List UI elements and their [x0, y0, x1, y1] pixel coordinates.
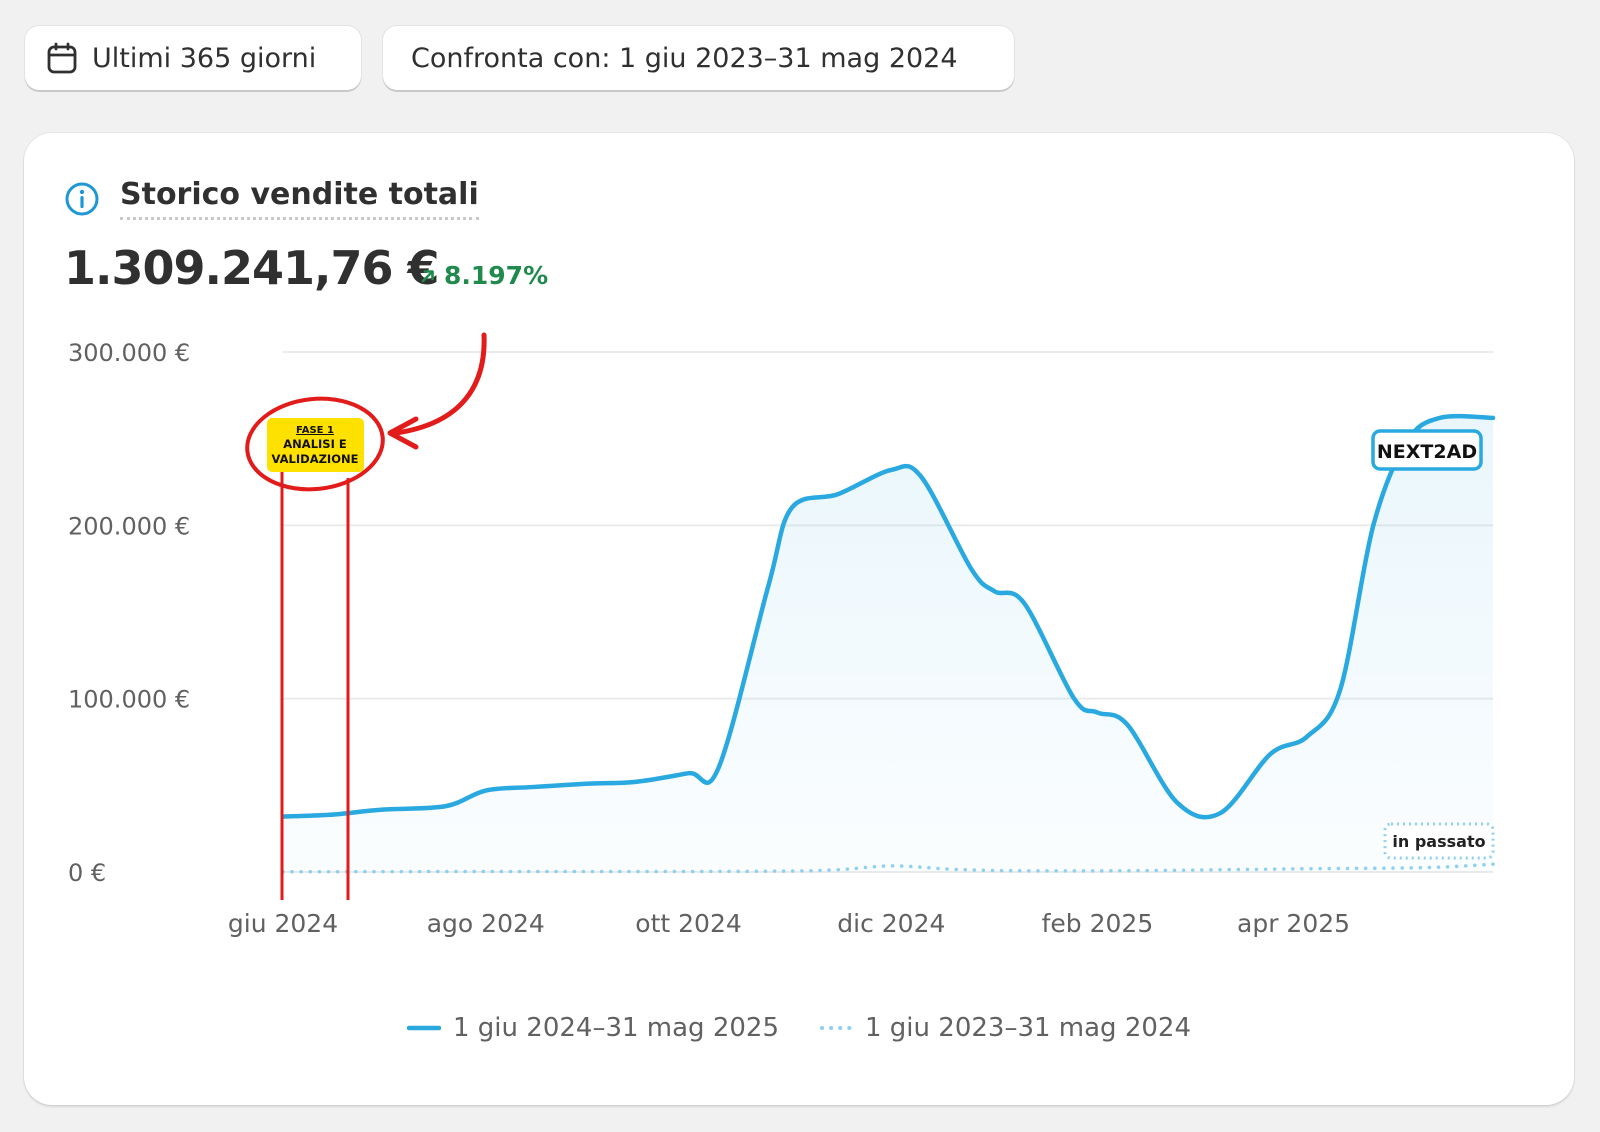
previous-period-point[interactable] — [1141, 868, 1147, 874]
info-icon[interactable] — [64, 181, 100, 217]
y-tick-label: 200.000 € — [68, 512, 190, 540]
current-period-point[interactable] — [1490, 415, 1496, 421]
current-period-area — [283, 416, 1493, 872]
previous-period-point[interactable] — [951, 866, 957, 872]
previous-period-point[interactable] — [1490, 861, 1496, 867]
phase1-annotation: FASE 1 ANALISI E VALIDAZIONE — [245, 332, 487, 900]
current-period-point[interactable] — [1071, 696, 1077, 702]
date-range-button[interactable]: Ultimi 365 giorni — [25, 26, 361, 90]
phase1-label-line2: ANALISI E — [283, 437, 347, 451]
calendar-icon — [47, 42, 77, 74]
current-period-point[interactable] — [1370, 522, 1376, 528]
phase1-label-line3: VALIDAZIONE — [272, 452, 359, 466]
sales-line-chart: 0 € 100.000 € 200.000 € 300.000 € giu 2024 a… — [68, 332, 1496, 938]
next2ad-logo-text: NEXT2AD — [1377, 441, 1477, 463]
current-period-line — [280, 413, 1496, 820]
current-period-point[interactable] — [686, 770, 692, 776]
current-period-point[interactable] — [1021, 600, 1027, 606]
previous-period-point[interactable] — [686, 868, 692, 874]
current-period-point[interactable] — [918, 474, 924, 480]
current-period-point[interactable] — [968, 566, 974, 572]
arrow-up-right-icon — [421, 269, 434, 282]
current-period-point[interactable] — [1304, 734, 1310, 740]
past-period-tag-label: in passato — [1392, 832, 1485, 851]
y-tick-label: 300.000 € — [68, 339, 190, 367]
previous-period-point[interactable] — [483, 868, 489, 874]
compare-period-label: Confronta con: 1 giu 2023–31 mag 2024 — [411, 42, 958, 74]
current-period-point[interactable] — [765, 583, 771, 589]
current-period-point[interactable] — [529, 784, 535, 790]
growth-badge: 8.197% — [420, 261, 548, 290]
past-period-tag: in passato — [1383, 822, 1495, 860]
date-range-label: Ultimi 365 giorni — [92, 42, 317, 74]
card-header: Storico vendite totali — [64, 177, 479, 220]
current-period-point[interactable] — [1267, 751, 1273, 757]
previous-period-point[interactable] — [888, 863, 894, 869]
current-period-point[interactable] — [1094, 710, 1100, 716]
current-period-point[interactable] — [443, 803, 449, 809]
current-period-point[interactable] — [715, 765, 721, 771]
x-tick-label: giu 2024 — [228, 909, 338, 938]
current-period-point[interactable] — [1174, 800, 1180, 806]
sales-history-card: Storico vendite totali 1.309.241,76 € 8.… — [24, 133, 1574, 1105]
growth-percentage: 8.197% — [444, 261, 549, 290]
solid-line-swatch-icon — [407, 1025, 441, 1031]
dotted-line-swatch-icon — [820, 1026, 853, 1030]
current-period-point[interactable] — [1437, 415, 1443, 421]
current-period-point[interactable] — [380, 807, 386, 813]
x-tick-label: ago 2024 — [427, 909, 545, 938]
x-tick-label: ott 2024 — [635, 909, 741, 938]
legend-label-current: 1 giu 2024–31 mag 2025 — [453, 1013, 779, 1043]
y-tick-label: 0 € — [68, 859, 106, 887]
chart-legend: 1 giu 2024–31 mag 2025 1 giu 2023–31 mag… — [24, 1013, 1574, 1043]
current-period-point[interactable] — [991, 588, 997, 594]
previous-period-point[interactable] — [1021, 868, 1027, 874]
current-period-point[interactable] — [1337, 687, 1343, 693]
current-period-point[interactable] — [483, 788, 489, 794]
y-tick-label: 100.000 € — [68, 686, 190, 714]
phase1-label-title: FASE 1 — [296, 425, 334, 436]
x-tick-label: apr 2025 — [1237, 909, 1350, 938]
legend-item-previous[interactable]: 1 giu 2023–31 mag 2024 — [819, 1013, 1191, 1043]
current-period-point[interactable] — [1124, 722, 1130, 728]
current-period-point[interactable] — [586, 781, 592, 787]
compare-period-button[interactable]: Confronta con: 1 giu 2023–31 mag 2024 — [383, 26, 1014, 90]
previous-period-point[interactable] — [1420, 865, 1426, 871]
current-period-point[interactable] — [632, 779, 638, 785]
current-period-point[interactable] — [1217, 810, 1223, 816]
phase1-label-box — [267, 418, 364, 472]
previous-period-point[interactable] — [819, 867, 825, 873]
phase1-highlight-circle — [245, 396, 385, 492]
next2ad-logo: NEXT2AD — [1371, 429, 1483, 471]
current-period-point[interactable] — [327, 812, 333, 818]
legend-item-current[interactable]: 1 giu 2024–31 mag 2025 — [407, 1013, 779, 1043]
previous-period-point[interactable] — [1291, 866, 1297, 872]
legend-label-previous: 1 giu 2023–31 mag 2024 — [865, 1013, 1191, 1043]
card-title[interactable]: Storico vendite totali — [120, 177, 479, 220]
current-period-point[interactable] — [888, 467, 894, 473]
x-tick-label: feb 2025 — [1042, 909, 1154, 938]
red-arrow-head — [387, 416, 419, 450]
current-period-point[interactable] — [835, 491, 841, 497]
x-tick-label: dic 2024 — [837, 909, 945, 938]
red-pointer-arrow — [393, 332, 487, 436]
total-sales-value: 1.309.241,76 € — [64, 241, 440, 295]
current-period-point[interactable] — [789, 505, 795, 511]
